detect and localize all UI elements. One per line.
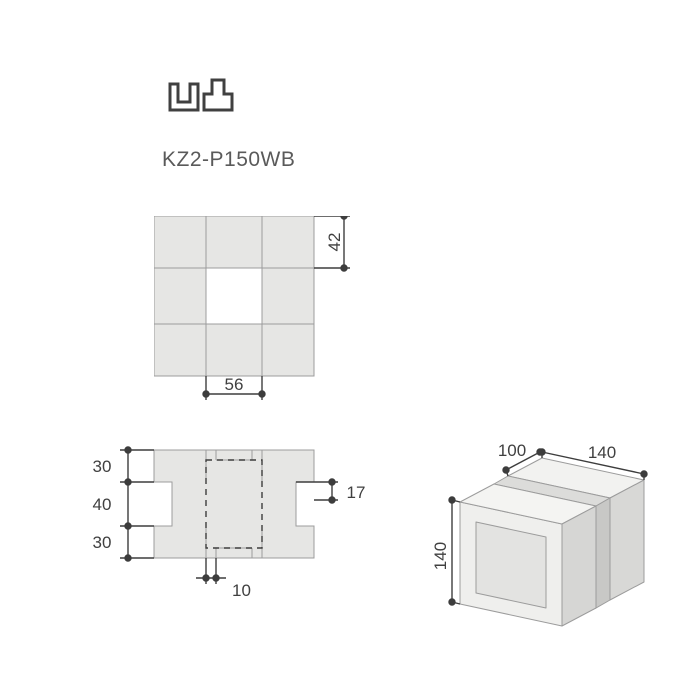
iso-view: 140 100 140	[420, 440, 680, 660]
concave-convex-icon	[168, 76, 238, 116]
dim-17: 17	[347, 483, 366, 502]
product-code: KZ2-P150WB	[162, 148, 295, 172]
dim-iso-height: 140	[431, 542, 450, 570]
dim-iso-depth: 100	[498, 441, 526, 460]
dim-40: 40	[93, 495, 112, 514]
dim-10: 10	[232, 581, 251, 600]
dim-42: 42	[325, 233, 344, 252]
dim-30a: 30	[93, 457, 112, 476]
dim-56: 56	[225, 375, 244, 394]
top-view: 30 40 30 17 10	[80, 444, 410, 624]
front-view: 56 42	[154, 216, 394, 436]
dim-iso-width: 140	[588, 443, 616, 462]
dim-30b: 30	[93, 533, 112, 552]
